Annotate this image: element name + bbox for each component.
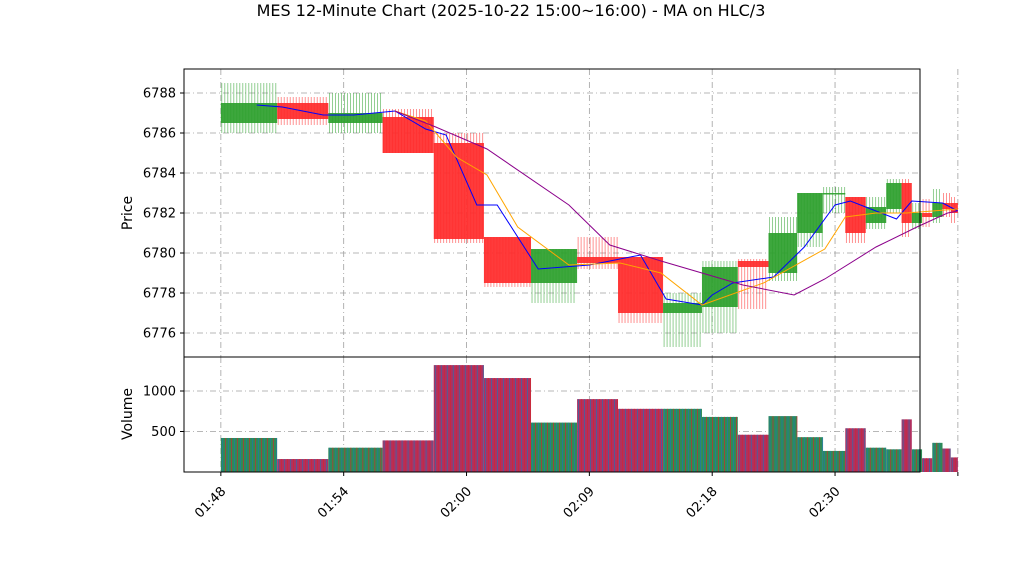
candle-body bbox=[922, 213, 933, 217]
volume-bar bbox=[865, 447, 887, 472]
price-tick-label: 6782 bbox=[143, 207, 176, 222]
candle-body bbox=[942, 203, 951, 209]
volume-tick-label: 500 bbox=[151, 425, 176, 440]
volume-bar bbox=[797, 437, 824, 472]
volume-bar bbox=[901, 419, 912, 472]
volume-bar bbox=[220, 437, 278, 472]
volume-bar bbox=[932, 442, 943, 472]
volume-bar bbox=[737, 434, 769, 472]
volume-bar bbox=[328, 447, 383, 472]
volume-bar bbox=[845, 428, 866, 472]
candle-body bbox=[382, 117, 434, 153]
candle bbox=[663, 293, 702, 347]
candle-body bbox=[886, 183, 902, 209]
candle-body bbox=[797, 193, 823, 233]
price-y-ticks: 6776 6778 6780 6782 6784 6786 6788 bbox=[143, 87, 184, 342]
candle-body bbox=[618, 257, 664, 313]
price-tick-label: 6784 bbox=[143, 167, 176, 182]
x-axis-ticks: 01:48 01:54 02:00 02:09 02:18 02:30 bbox=[192, 472, 959, 521]
volume-bar bbox=[618, 408, 664, 472]
candle-body bbox=[531, 249, 578, 283]
volume-bar bbox=[531, 422, 578, 472]
candle bbox=[737, 259, 769, 309]
candle-body bbox=[950, 203, 958, 213]
volume-bar bbox=[822, 450, 846, 472]
candle-body bbox=[701, 267, 738, 307]
candle-body bbox=[932, 203, 943, 217]
candle bbox=[328, 93, 383, 133]
volume-bar bbox=[663, 408, 702, 472]
candle bbox=[911, 203, 923, 229]
candle-body bbox=[433, 143, 484, 239]
chart-title: MES 12-Minute Chart (2025-10-22 15:00~16… bbox=[257, 1, 766, 20]
volume-bar bbox=[277, 459, 329, 472]
price-tick-label: 6778 bbox=[143, 287, 176, 302]
volume-bar bbox=[577, 399, 619, 472]
price-candles bbox=[220, 83, 958, 347]
volume-bar bbox=[942, 448, 951, 472]
candle-body bbox=[483, 237, 532, 283]
volume-bar bbox=[768, 416, 798, 472]
price-tick-label: 6786 bbox=[143, 127, 176, 142]
candle-body bbox=[901, 183, 912, 223]
candle bbox=[886, 179, 902, 213]
candle bbox=[950, 197, 958, 223]
ma-line-ma-mid bbox=[394, 110, 958, 306]
candle-body bbox=[737, 261, 769, 267]
candle-body bbox=[577, 257, 619, 263]
candle bbox=[797, 193, 823, 247]
volume-bar bbox=[922, 458, 933, 472]
candle-body bbox=[220, 103, 278, 123]
candle bbox=[701, 261, 738, 333]
volume-panel: 500 1000 Volume bbox=[120, 356, 959, 473]
candle-body bbox=[911, 213, 923, 223]
candle bbox=[433, 133, 484, 243]
volume-panel-frame bbox=[183, 356, 921, 473]
candle bbox=[822, 187, 846, 213]
volume-bar bbox=[886, 449, 902, 472]
candle bbox=[845, 197, 866, 243]
candle-body bbox=[845, 197, 866, 233]
candle-body bbox=[768, 233, 798, 273]
volume-bar bbox=[483, 378, 532, 472]
candle bbox=[618, 257, 664, 323]
x-tick-label: 02:09 bbox=[561, 484, 598, 521]
candle-body bbox=[822, 193, 846, 195]
candle-body bbox=[328, 113, 383, 123]
candle bbox=[220, 83, 278, 133]
volume-bar bbox=[701, 416, 738, 472]
candle-body bbox=[865, 207, 887, 223]
x-tick-label: 02:30 bbox=[806, 484, 843, 521]
candle bbox=[901, 179, 912, 237]
volume-y-ticks: 500 1000 bbox=[143, 385, 184, 440]
price-tick-label: 6776 bbox=[143, 327, 176, 342]
volume-bar bbox=[911, 449, 923, 472]
x-tick-label: 02:00 bbox=[438, 484, 475, 521]
candle bbox=[531, 249, 578, 303]
price-tick-label: 6780 bbox=[143, 247, 176, 262]
volume-bar bbox=[433, 365, 484, 472]
x-tick-label: 01:48 bbox=[192, 484, 229, 521]
price-tick-label: 6788 bbox=[143, 87, 176, 102]
volume-bars bbox=[220, 365, 958, 472]
volume-bar bbox=[950, 457, 958, 472]
volume-bar bbox=[382, 440, 434, 472]
moving-averages bbox=[256, 104, 959, 306]
volume-tick-label: 1000 bbox=[143, 385, 176, 400]
price-panel: 6776 6778 6780 6782 6784 6786 6788 Price bbox=[120, 68, 959, 358]
volume-axis-label: Volume bbox=[120, 388, 136, 440]
candle bbox=[483, 237, 532, 287]
candle bbox=[768, 217, 798, 281]
ma-line-ma-slow bbox=[394, 110, 958, 296]
x-tick-label: 02:18 bbox=[684, 484, 721, 521]
x-tick-label: 01:54 bbox=[315, 484, 352, 521]
candle-body bbox=[663, 303, 702, 313]
price-axis-label: Price bbox=[120, 196, 136, 230]
